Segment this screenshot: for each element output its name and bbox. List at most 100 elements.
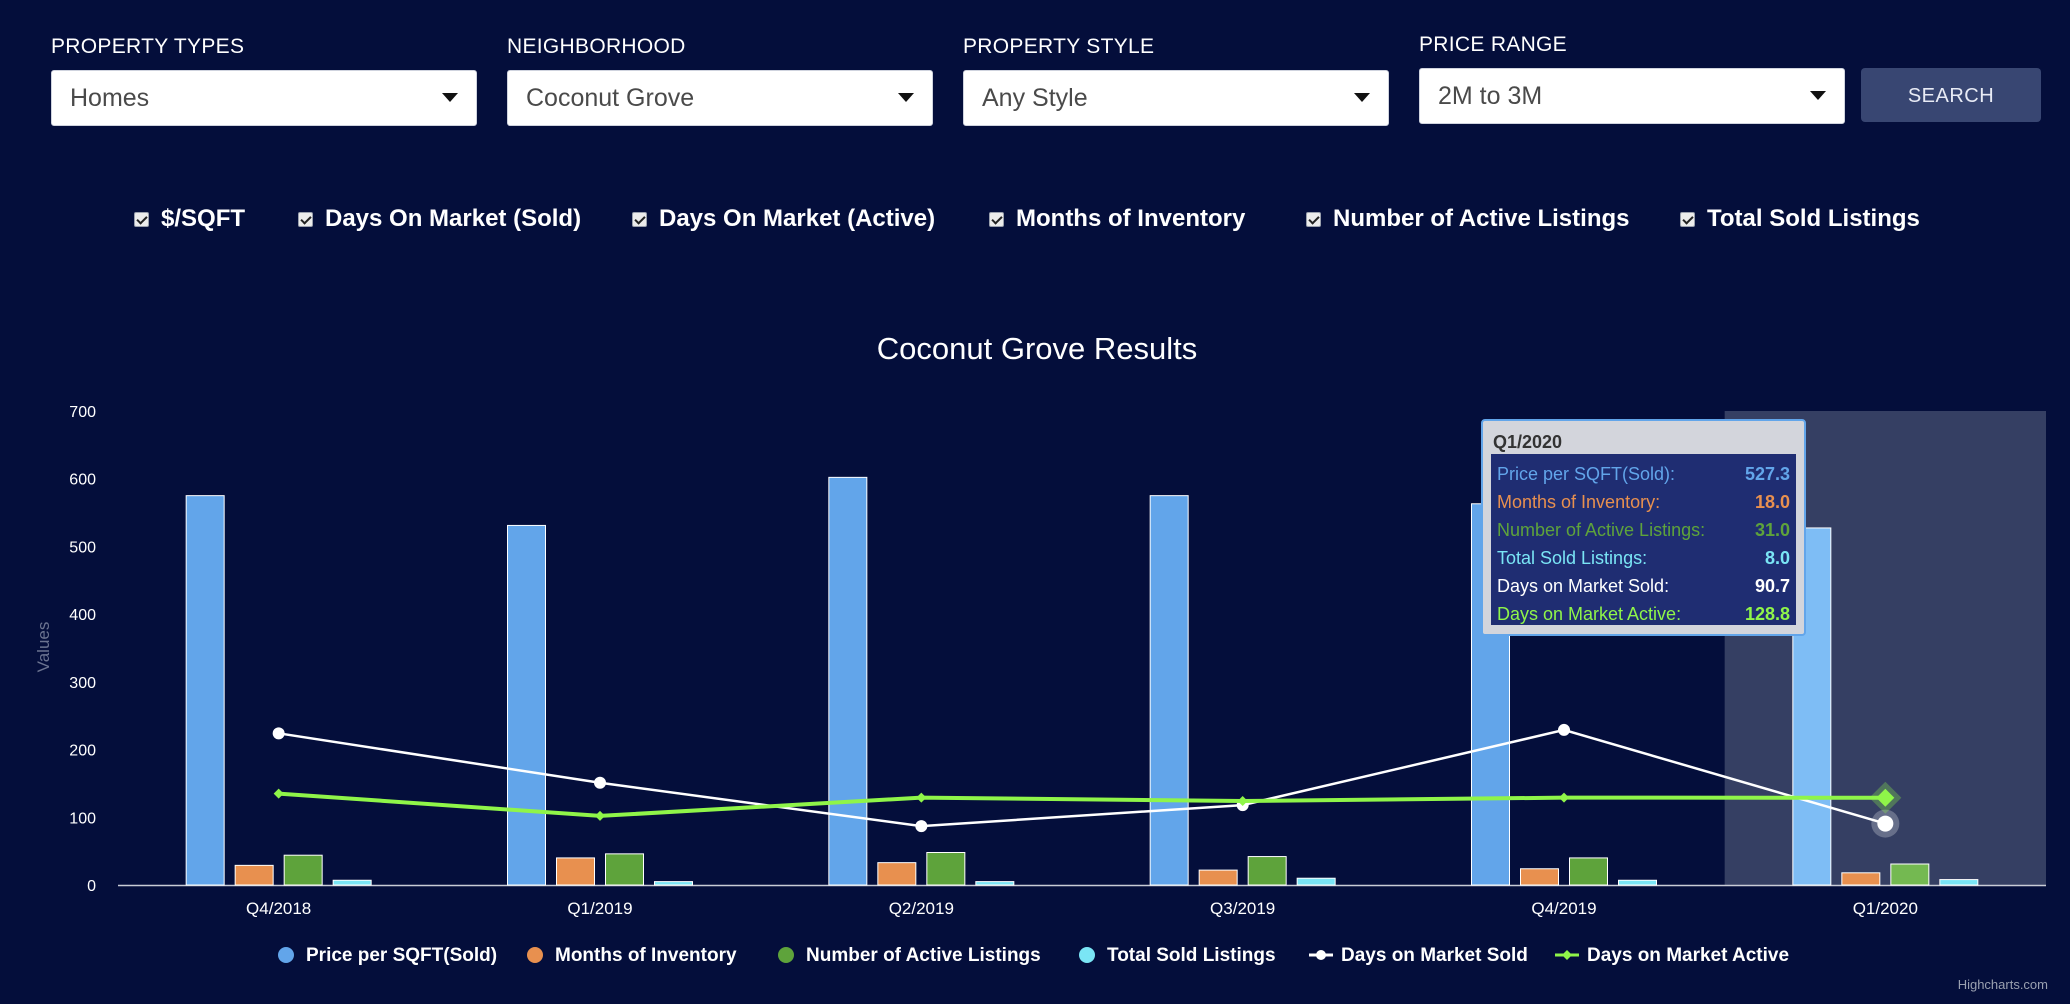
tooltip-table xyxy=(1491,454,1796,625)
legend-item: Number of Active Listings xyxy=(806,945,1041,966)
toggle-dom-active[interactable]: Days On Market (Active) xyxy=(632,203,935,235)
checkbox-icon[interactable] xyxy=(134,211,149,227)
price-range-select[interactable]: 2M to 3M xyxy=(1419,68,1845,124)
tooltip-row-value: 128.8 xyxy=(1745,604,1790,624)
neighborhood-filter: NEIGHBORHOOD Coconut Grove xyxy=(507,34,933,126)
legend-item: Days on Market Active xyxy=(1587,945,1789,966)
checkbox-icon[interactable] xyxy=(632,211,647,227)
point xyxy=(1558,723,1570,736)
bar xyxy=(877,862,917,886)
toggle-label: Number of Active Listings xyxy=(1333,205,1630,232)
legend-marker xyxy=(527,947,543,963)
x-tick-label: Q2/2019 xyxy=(889,899,954,918)
y-tick-label: 500 xyxy=(69,539,96,556)
point xyxy=(272,727,285,740)
property-types-filter: PROPERTY TYPES Homes xyxy=(51,34,477,126)
checkbox-icon[interactable] xyxy=(298,211,313,227)
bar xyxy=(654,881,693,886)
y-axis-label: Values xyxy=(34,622,53,673)
bar xyxy=(1890,863,1930,886)
legend-item: Price per SQFT(Sold) xyxy=(306,945,497,966)
point xyxy=(915,820,928,833)
y-tick-label: 0 xyxy=(87,878,96,895)
legend-marker xyxy=(1079,947,1095,963)
neighborhood-select[interactable]: Coconut Grove xyxy=(507,70,933,126)
toggle-active-listings[interactable]: Number of Active Listings xyxy=(1306,203,1629,235)
tooltip-row-value: 18.0 xyxy=(1755,492,1790,512)
bar xyxy=(1247,856,1287,886)
tooltip-title: Q1/2020 xyxy=(1493,432,1562,452)
chevron-down-icon xyxy=(442,93,458,102)
property-style-select[interactable]: Any Style xyxy=(963,70,1389,126)
price-range-value: 2M to 3M xyxy=(1438,82,1543,110)
checkbox-icon[interactable] xyxy=(1680,211,1695,227)
tooltip-row-label: Days on Market Active: xyxy=(1497,604,1681,624)
toggle-label: Days On Market (Active) xyxy=(659,205,936,232)
bar xyxy=(605,853,644,886)
legend-marker xyxy=(1316,950,1326,960)
point xyxy=(916,792,927,803)
days-on-market-active-line xyxy=(278,791,1886,818)
bar xyxy=(1296,877,1336,886)
chevron-down-icon xyxy=(1354,93,1370,102)
tooltip-row-value: 90.7 xyxy=(1755,576,1790,596)
tooltip-row-value: 527.3 xyxy=(1745,464,1790,484)
days-on-market-sold-line xyxy=(278,728,1886,828)
y-tick-label: 700 xyxy=(69,404,96,421)
property-types-value: Homes xyxy=(70,84,150,112)
point xyxy=(595,810,605,821)
property-style-filter: PROPERTY STYLE Any Style xyxy=(963,34,1389,126)
chart-title: Coconut Grove Results xyxy=(877,331,1197,366)
y-tick-label: 200 xyxy=(69,743,96,760)
x-tick-label: Q3/2019 xyxy=(1210,899,1275,918)
point xyxy=(273,788,284,799)
bar xyxy=(1939,879,1979,886)
legend-item: Months of Inventory xyxy=(555,945,737,966)
x-tick-label: Q4/2019 xyxy=(1531,899,1596,918)
tooltip-row-label: Days on Market Sold: xyxy=(1497,576,1669,596)
toggle-price-sqft[interactable]: $/SQFT xyxy=(134,203,245,235)
x-tick-label: Q4/2018 xyxy=(246,899,311,918)
tooltip-row-value: 8.0 xyxy=(1765,548,1790,568)
bar xyxy=(1149,495,1189,886)
x-tick-label: Q1/2019 xyxy=(567,899,632,918)
filter-bar: PROPERTY TYPES Homes NEIGHBORHOOD Coconu… xyxy=(51,32,2041,130)
bar xyxy=(975,881,1015,886)
property-types-select[interactable]: Homes xyxy=(51,70,477,126)
point xyxy=(1237,796,1248,807)
bar xyxy=(234,864,274,886)
bar xyxy=(926,851,966,886)
y-tick-label: 600 xyxy=(69,472,96,489)
toggle-total-sold[interactable]: Total Sold Listings xyxy=(1680,203,1920,235)
bar xyxy=(556,857,595,886)
chart-credit: Highcharts.com xyxy=(1957,977,2048,992)
toggle-label: Months of Inventory xyxy=(1016,205,1246,232)
legend-marker xyxy=(1562,950,1572,960)
x-tick-label: Q1/2020 xyxy=(1853,899,1918,918)
toggle-months-inventory[interactable]: Months of Inventory xyxy=(989,203,1245,235)
bar xyxy=(1198,869,1238,886)
toggle-label: Days On Market (Sold) xyxy=(325,205,582,232)
legend-item: Days on Market Sold xyxy=(1341,945,1528,966)
tooltip-row-label: Number of Active Listings: xyxy=(1497,520,1705,540)
property-types-label: PROPERTY TYPES xyxy=(51,35,245,58)
price-range-filter: PRICE RANGE 2M to 3M xyxy=(1419,32,1845,124)
point xyxy=(1876,788,1895,807)
bar xyxy=(332,879,372,886)
point xyxy=(1877,815,1894,832)
bar xyxy=(185,495,225,886)
checkbox-icon[interactable] xyxy=(989,211,1004,227)
legend-marker xyxy=(778,947,794,963)
search-button[interactable]: SEARCH xyxy=(1861,68,2041,122)
bar xyxy=(1520,868,1559,886)
metric-toggles: $/SQFT Days On Market (Sold) Days On Mar… xyxy=(0,203,2070,235)
tooltip-row-value: 31.0 xyxy=(1755,520,1790,540)
point xyxy=(594,776,606,789)
checkbox-icon[interactable] xyxy=(1306,211,1321,227)
toggle-dom-sold[interactable]: Days On Market (Sold) xyxy=(298,203,581,235)
bar xyxy=(507,524,546,886)
bar xyxy=(1618,879,1657,886)
tooltip-row-label: Months of Inventory: xyxy=(1497,492,1660,512)
neighborhood-value: Coconut Grove xyxy=(526,84,695,112)
neighborhood-label: NEIGHBORHOOD xyxy=(507,35,686,58)
